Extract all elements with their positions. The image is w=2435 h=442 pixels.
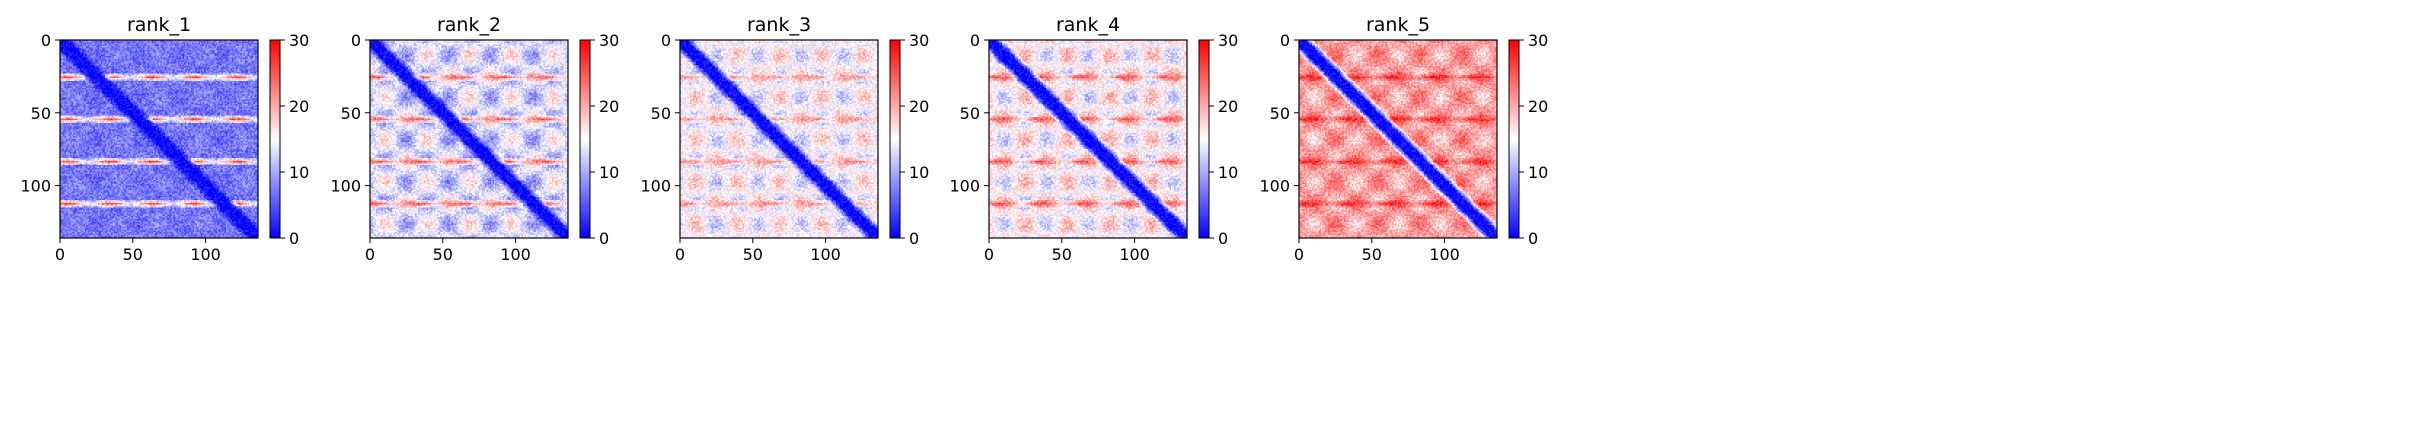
plot-frame (988, 39, 1188, 239)
colorbar-tick-label: 30 (289, 31, 309, 50)
colorbar-tick-label: 0 (599, 229, 609, 248)
colorbar (269, 39, 281, 239)
y-tick-label: 0 (41, 31, 51, 50)
colorbar-tick-label: 30 (1528, 31, 1548, 50)
x-tick-label: 0 (1294, 245, 1304, 264)
heatmap-image (680, 40, 878, 238)
y-tick-label: 100 (949, 177, 980, 196)
x-tick-label: 100 (1119, 245, 1150, 264)
heatmap-panel-1: rank_1 0 50 100 0 50 100 0 10 20 30 (20, 14, 309, 264)
colorbar-tick-label: 30 (599, 31, 619, 50)
panel-title: rank_1 (127, 14, 191, 36)
y-tick-label: 50 (31, 104, 51, 123)
x-tick-label: 50 (1052, 245, 1072, 264)
plot-frame (59, 39, 259, 239)
panel-title: rank_5 (1366, 14, 1430, 36)
y-tick-label: 50 (1270, 104, 1290, 123)
colorbar-tick-label: 20 (1218, 97, 1238, 116)
y-tick-label: 100 (640, 177, 671, 196)
heatmap-panel-4: rank_4 0 50 100 0 50 100 0 10 20 30 (949, 14, 1238, 264)
y-tick-label: 50 (341, 104, 361, 123)
x-tick-label: 50 (743, 245, 763, 264)
panel-title: rank_3 (747, 14, 811, 36)
heatmap-panel-2: rank_2 0 50 100 0 50 100 0 10 20 30 (330, 14, 619, 264)
plot-frame (369, 39, 569, 239)
colorbar-tick-label: 10 (1218, 163, 1238, 182)
y-tick-label: 100 (1259, 177, 1290, 196)
x-tick-label: 100 (1429, 245, 1460, 264)
heatmap-panel-5: rank_5 0 50 100 0 50 100 0 10 20 30 (1259, 14, 1548, 264)
y-tick-label: 100 (20, 177, 51, 196)
colorbar-tick-label: 20 (289, 97, 309, 116)
colorbar-tick-label: 10 (289, 163, 309, 182)
plot-frame (1298, 39, 1498, 239)
colorbar-tick-label: 30 (909, 31, 929, 50)
y-tick-label: 0 (1280, 31, 1290, 50)
x-tick-label: 50 (1362, 245, 1382, 264)
colorbar-tick-label: 10 (1528, 163, 1548, 182)
colorbar-tick-label: 10 (909, 163, 929, 182)
x-tick-label: 100 (810, 245, 841, 264)
colorbar-tick-label: 30 (1218, 31, 1238, 50)
y-tick-label: 0 (661, 31, 671, 50)
colorbar (889, 39, 901, 239)
heatmap-image (1299, 40, 1497, 238)
colorbar-tick-label: 20 (1528, 97, 1548, 116)
colorbar (579, 39, 591, 239)
colorbar (1508, 39, 1520, 239)
colorbar-tick-label: 20 (909, 97, 929, 116)
colorbar-tick-label: 10 (599, 163, 619, 182)
colorbar-tick-label: 0 (1218, 229, 1228, 248)
colorbar (1198, 39, 1210, 239)
panel-title: rank_2 (437, 14, 501, 36)
x-tick-label: 0 (55, 245, 65, 264)
x-tick-label: 50 (123, 245, 143, 264)
heatmap-panel-3: rank_3 0 50 100 0 50 100 0 10 20 30 (640, 14, 929, 264)
colorbar-tick-label: 20 (599, 97, 619, 116)
panel-title: rank_4 (1056, 14, 1120, 36)
heatmap-image (989, 40, 1187, 238)
y-tick-label: 0 (970, 31, 980, 50)
heatmap-image (60, 40, 258, 238)
colorbar-tick-label: 0 (909, 229, 919, 248)
plot-frame (679, 39, 879, 239)
heatmap-image (370, 40, 568, 238)
x-tick-label: 0 (365, 245, 375, 264)
x-tick-label: 50 (433, 245, 453, 264)
colorbar-tick-label: 0 (289, 229, 299, 248)
y-tick-label: 100 (330, 177, 361, 196)
y-tick-label: 50 (960, 104, 980, 123)
x-tick-label: 0 (675, 245, 685, 264)
y-tick-label: 0 (351, 31, 361, 50)
x-tick-label: 100 (500, 245, 531, 264)
x-tick-label: 0 (984, 245, 994, 264)
colorbar-tick-label: 0 (1528, 229, 1538, 248)
x-tick-label: 100 (190, 245, 221, 264)
y-tick-label: 50 (651, 104, 671, 123)
